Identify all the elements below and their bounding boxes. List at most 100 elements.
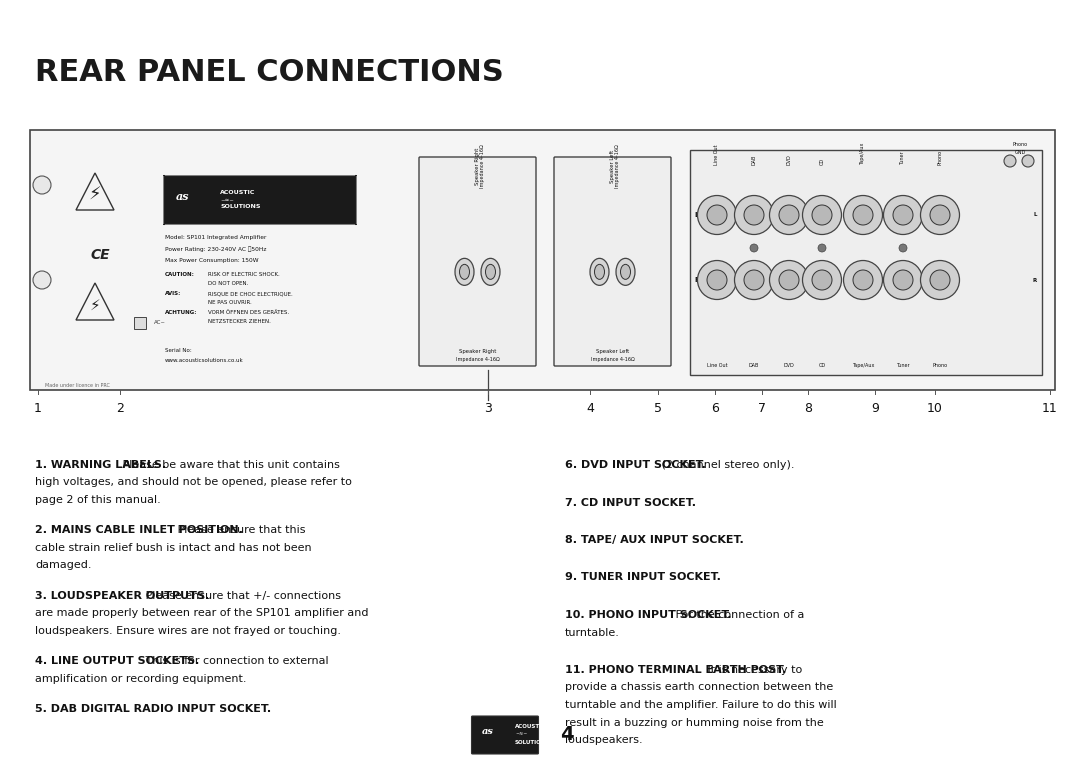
Text: SOLUTIONS: SOLUTIONS	[220, 205, 260, 209]
Text: RISQUE DE CHOC ELECTRIQUE.: RISQUE DE CHOC ELECTRIQUE.	[208, 291, 293, 296]
Text: Speaker Left: Speaker Left	[610, 149, 615, 183]
Ellipse shape	[590, 258, 609, 285]
Text: 9: 9	[872, 402, 879, 415]
Text: 1. WARNING LABELS.: 1. WARNING LABELS.	[35, 460, 166, 470]
Text: loudspeakers.: loudspeakers.	[565, 735, 643, 745]
Text: 8: 8	[804, 402, 812, 415]
Circle shape	[779, 205, 799, 225]
Ellipse shape	[481, 258, 500, 285]
Text: GND: GND	[1014, 150, 1026, 155]
Circle shape	[734, 260, 773, 300]
Text: 10: 10	[927, 402, 943, 415]
Text: Power Rating: 230-240V AC ⁲50Hz: Power Rating: 230-240V AC ⁲50Hz	[165, 247, 267, 252]
Text: 5. DAB DIGITAL RADIO INPUT SOCKET.: 5. DAB DIGITAL RADIO INPUT SOCKET.	[35, 705, 271, 715]
Circle shape	[33, 176, 51, 194]
Text: DVD: DVD	[786, 154, 792, 165]
Circle shape	[734, 196, 773, 234]
Circle shape	[698, 196, 737, 234]
Text: For the connection of a: For the connection of a	[672, 610, 805, 620]
Circle shape	[779, 270, 799, 290]
Text: CD: CD	[819, 363, 825, 368]
Text: SOLUTIONS: SOLUTIONS	[515, 740, 551, 744]
Text: 3: 3	[484, 402, 491, 415]
Text: loudspeakers. Ensure wires are not frayed or touching.: loudspeakers. Ensure wires are not fraye…	[35, 626, 341, 636]
Text: DAB: DAB	[752, 154, 756, 165]
Circle shape	[769, 260, 809, 300]
Text: ⚡: ⚡	[90, 298, 100, 313]
FancyBboxPatch shape	[30, 130, 1055, 390]
Text: RISK OF ELECTRIC SHOCK.: RISK OF ELECTRIC SHOCK.	[208, 272, 280, 277]
Circle shape	[818, 244, 826, 252]
Text: 2. MAINS CABLE INLET POSITION.: 2. MAINS CABLE INLET POSITION.	[35, 526, 243, 536]
Text: Speaker Left: Speaker Left	[596, 349, 630, 354]
Text: Please be aware that this unit contains: Please be aware that this unit contains	[119, 460, 339, 470]
Text: 7: 7	[758, 402, 766, 415]
Circle shape	[812, 270, 832, 290]
Circle shape	[893, 205, 913, 225]
Circle shape	[698, 260, 737, 300]
Ellipse shape	[486, 264, 496, 279]
Bar	[134, 317, 146, 329]
Text: Line Out: Line Out	[706, 363, 727, 368]
Text: VORM ÖFFNEN DES GERÄTES.: VORM ÖFFNEN DES GERÄTES.	[208, 310, 289, 315]
Text: AC~: AC~	[154, 320, 166, 326]
Text: NE PAS OUVRIR.: NE PAS OUVRIR.	[208, 301, 252, 305]
Text: Impedance 4-16Ω: Impedance 4-16Ω	[480, 144, 485, 188]
Text: Please ensure that this: Please ensure that this	[174, 526, 306, 536]
Text: 2: 2	[116, 402, 124, 415]
Text: 11. PHONO TERMINAL EARTH POST.: 11. PHONO TERMINAL EARTH POST.	[565, 665, 786, 675]
Text: CE: CE	[91, 248, 110, 262]
Text: ~≈~: ~≈~	[220, 198, 234, 202]
Text: turntable and the amplifier. Failure to do this will: turntable and the amplifier. Failure to …	[565, 700, 837, 710]
Text: Made under licence in PRC: Made under licence in PRC	[45, 383, 110, 388]
Circle shape	[707, 270, 727, 290]
Circle shape	[893, 270, 913, 290]
Text: Tuner: Tuner	[901, 151, 905, 165]
Text: REAR PANEL CONNECTIONS: REAR PANEL CONNECTIONS	[35, 58, 503, 87]
FancyBboxPatch shape	[164, 175, 356, 225]
Text: Speaker Right: Speaker Right	[459, 349, 496, 354]
Ellipse shape	[594, 264, 605, 279]
Text: Phono: Phono	[1012, 142, 1027, 147]
Text: are made properly between rear of the SP101 amplifier and: are made properly between rear of the SP…	[35, 609, 368, 619]
Circle shape	[899, 244, 907, 252]
Circle shape	[1004, 155, 1016, 167]
Text: 4: 4	[586, 402, 594, 415]
Text: www.acousticsolutions.co.uk: www.acousticsolutions.co.uk	[165, 358, 244, 363]
Text: ~≈~: ~≈~	[515, 731, 527, 737]
Text: result in a buzzing or humming noise from the: result in a buzzing or humming noise fro…	[565, 718, 824, 728]
Text: page 2 of this manual.: page 2 of this manual.	[35, 495, 161, 505]
Text: as: as	[176, 192, 190, 202]
Text: 6. DVD INPUT SOCKET.: 6. DVD INPUT SOCKET.	[565, 460, 706, 470]
FancyBboxPatch shape	[690, 150, 1042, 375]
Ellipse shape	[455, 258, 474, 285]
Text: (2 channel stereo only).: (2 channel stereo only).	[658, 460, 794, 470]
Circle shape	[802, 196, 841, 234]
Circle shape	[883, 196, 922, 234]
Text: 10. PHONO INPUT SOCKET.: 10. PHONO INPUT SOCKET.	[565, 610, 731, 620]
Text: Tape/Aux: Tape/Aux	[861, 142, 865, 165]
Text: Max Power Consumption: 150W: Max Power Consumption: 150W	[165, 258, 258, 263]
Text: turntable.: turntable.	[565, 628, 620, 638]
Text: Tuner: Tuner	[896, 363, 909, 368]
Text: Tape/Aux: Tape/Aux	[852, 363, 874, 368]
Text: Speaker Right: Speaker Right	[475, 148, 480, 185]
Ellipse shape	[621, 264, 631, 279]
FancyBboxPatch shape	[554, 157, 671, 366]
Text: 7. CD INPUT SOCKET.: 7. CD INPUT SOCKET.	[565, 498, 696, 508]
Circle shape	[812, 205, 832, 225]
Text: R: R	[694, 277, 700, 283]
Text: ACOUSTIC: ACOUSTIC	[515, 724, 546, 730]
Circle shape	[930, 270, 950, 290]
Circle shape	[853, 270, 873, 290]
Text: ACOUSTIC: ACOUSTIC	[220, 190, 255, 196]
Text: amplification or recording equipment.: amplification or recording equipment.	[35, 674, 246, 684]
Text: Impedance 4-16Ω: Impedance 4-16Ω	[615, 144, 620, 188]
Text: as: as	[482, 727, 494, 735]
Circle shape	[1022, 155, 1034, 167]
Text: Impedance 4-16Ω: Impedance 4-16Ω	[591, 356, 634, 361]
FancyBboxPatch shape	[472, 716, 539, 754]
Text: Phono: Phono	[932, 363, 947, 368]
Ellipse shape	[616, 258, 635, 285]
Text: NETZSTECKER ZIEHEN.: NETZSTECKER ZIEHEN.	[208, 320, 271, 324]
